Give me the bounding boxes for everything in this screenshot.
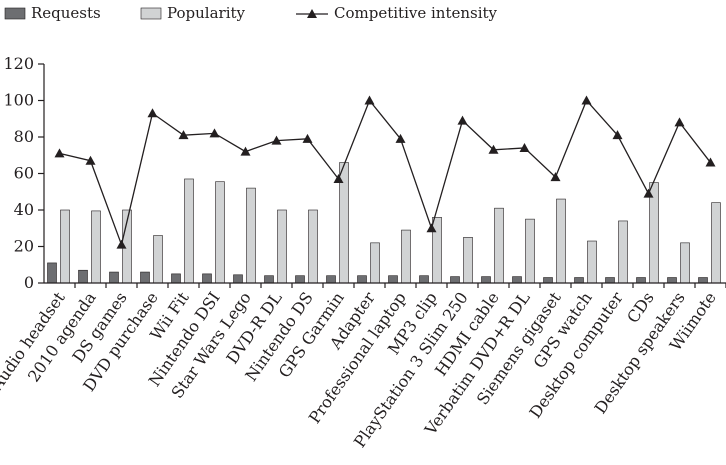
competitive-intensity-marker-dvd-r-dl [271,135,282,145]
legend-label-popularity: Popularity [167,4,246,22]
popularity-bar-professional-laptop [401,229,411,284]
competitive-intensity-marker-mp3-clip [426,223,437,233]
requests-bar-desktop-computer [605,277,615,284]
y-tick-label: 100 [3,91,34,110]
competitive-intensity-line [59,99,712,247]
popularity-bar-mp3-clip [432,217,442,284]
popularity-bar-wii-fit [184,178,194,284]
requests-bar-wiimote [698,277,708,284]
competitive-intensity-marker-star-wars-lego [240,146,251,156]
requests-bar-ds-games [109,271,119,284]
requests-bar-dvd-purchase [140,271,150,284]
competitive-intensity-marker-nintendo-dsi [209,128,220,138]
popularity-bar-wiimote [711,202,721,284]
competitive-intensity-marker-wii-fit [178,130,189,140]
competitive-intensity-marker-adapter [364,95,375,105]
requests-bar-verbatim-dvd-r-dl [512,276,522,284]
competitive-intensity-marker-ds-games [116,239,127,249]
popularity-bar-adapter [370,242,380,284]
y-tick-label: 0 [24,273,34,292]
popularity-bar-2010-agenda [91,210,101,284]
legend: Requests Popularity Competitive intensity [4,4,498,22]
legend-swatch-popularity [140,7,162,20]
line-series [54,95,716,249]
requests-bar-dvd-r-dl [264,275,274,284]
competitive-intensity-marker-nintendo-ds [302,133,313,143]
popularity-bar-star-wars-lego [246,187,256,284]
bars [47,162,721,284]
competitive-intensity-marker-verbatim-dvd-r-dl [519,142,530,152]
competitive-intensity-marker-gps-garmin [333,173,344,183]
y-axis: 0 20 40 60 80 100 120 [3,54,45,292]
popularity-bar-nintendo-dsi [215,181,225,284]
requests-bar-desktop-speakers [667,277,677,284]
popularity-bar-dvd-r-dl [277,209,287,284]
legend-label-requests: Requests [31,4,101,22]
requests-bar-nintendo-ds [295,275,305,284]
competitive-intensity-marker-siemens-gigaset [550,172,561,182]
popularity-bar-playstation-3-slim-250 [463,237,473,284]
requests-bar-nintendo-dsi [202,273,212,284]
requests-bar-adapter [357,275,367,284]
popularity-bar-audio-headset [60,209,70,284]
competitive-intensity-marker-cds [643,188,654,198]
y-tick-label: 40 [14,200,34,219]
popularity-bar-nintendo-ds [308,209,318,284]
requests-bar-hdmi-cable [481,276,491,284]
legend-swatch-requests [4,7,26,20]
legend-label-competitive-intensity: Competitive intensity [334,4,498,22]
competitive-intensity-marker-desktop-speakers [674,117,685,127]
competitive-intensity-marker-desktop-computer [612,130,623,140]
requests-bar-2010-agenda [78,269,88,284]
competitive-intensity-marker-playstation-3-slim-250 [457,115,468,125]
requests-bar-professional-laptop [388,275,398,284]
competitive-intensity-marker-gps-watch [581,95,592,105]
y-tick-label: 60 [14,164,34,183]
competitive-intensity-marker-audio-headset [54,148,65,158]
competitive-intensity-marker-dvd-purchase [147,108,158,118]
requests-bar-gps-watch [574,277,584,284]
popularity-bar-siemens-gigaset [556,198,566,284]
popularity-bar-hdmi-cable [494,207,504,284]
popularity-bar-verbatim-dvd-r-dl [525,218,535,284]
popularity-bar-cds [649,182,659,284]
legend-marker-competitive-intensity [307,9,317,18]
competitive-intensity-marker-wiimote [705,157,716,167]
requests-bar-siemens-gigaset [543,277,553,284]
popularity-bar-desktop-speakers [680,242,690,284]
requests-bar-wii-fit [171,273,181,284]
requests-bar-star-wars-lego [233,274,243,284]
y-tick-label: 20 [14,237,34,256]
y-tick-label: 80 [14,127,34,146]
popularity-bar-gps-watch [587,240,597,284]
requests-bar-cds [636,277,646,284]
popularity-bar-dvd-purchase [153,235,163,284]
requests-bar-mp3-clip [419,275,429,284]
competitive-intensity-marker-hdmi-cable [488,144,499,154]
popularity-bar-desktop-computer [618,220,628,284]
competitive-intensity-marker-2010-agenda [85,155,96,165]
requests-bar-playstation-3-slim-250 [450,276,460,284]
requests-bar-gps-garmin [326,275,336,284]
competitive-intensity-marker-professional-laptop [395,133,406,143]
requests-bar-audio-headset [47,262,57,284]
y-tick-label: 120 [3,54,34,73]
